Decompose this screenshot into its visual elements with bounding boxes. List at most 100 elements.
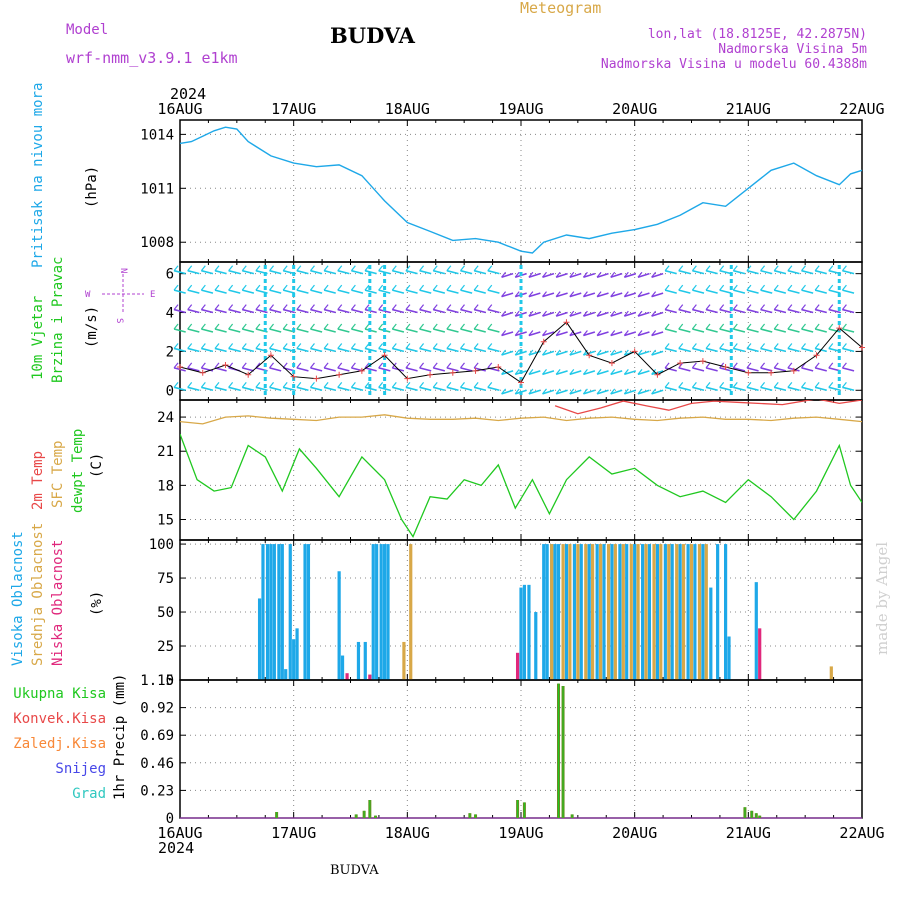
wind-arrow-barb xyxy=(596,388,602,395)
wind-arrow xyxy=(337,269,350,275)
wind-arrow-barb xyxy=(841,284,847,291)
wind-arrow-barb xyxy=(569,349,575,356)
wind-arrow-barb xyxy=(501,291,507,298)
wind-arrow-barb xyxy=(350,362,356,369)
wind-arrow xyxy=(405,367,418,372)
wind-arrow-barb xyxy=(460,323,465,330)
wind-arrow-barb xyxy=(405,343,411,349)
wind-arrow xyxy=(269,269,282,275)
wind-arrow-barb xyxy=(542,388,547,395)
wind-arrow-barb xyxy=(528,271,534,278)
wind-arrow-barb xyxy=(228,304,234,310)
top-day-label: 16AUG xyxy=(157,100,202,118)
wind-arrow xyxy=(473,386,486,392)
wind-arrow-barb xyxy=(269,381,275,388)
wind-arrow xyxy=(269,328,282,333)
wind-arrow-barb xyxy=(528,310,534,317)
wind-arrow-barb xyxy=(528,388,534,395)
wind-arrow xyxy=(187,308,200,314)
wind-arrow xyxy=(501,292,514,298)
precip-total-bar-highlight xyxy=(751,810,753,818)
wind-arrow-barb xyxy=(719,304,725,310)
wind-arrow xyxy=(678,269,691,275)
wind-arrow-barb xyxy=(801,381,806,388)
wind-arrow xyxy=(310,367,323,372)
wind-arrow xyxy=(228,269,241,275)
wind-arrow xyxy=(473,367,486,372)
wind-arrow-barb xyxy=(419,323,425,330)
wind-arrow-barb xyxy=(501,349,507,356)
wind-arrow xyxy=(719,347,732,353)
wind-arrow xyxy=(801,328,814,333)
wind-arrow-barb xyxy=(173,304,179,310)
wind-arrow xyxy=(405,386,418,392)
legend-strat: Zaledj.Kisa xyxy=(13,736,106,752)
wind-arrow-barb xyxy=(746,304,752,310)
wind-arrow xyxy=(637,370,650,376)
wind-arrow xyxy=(364,367,377,372)
wind-arrow-barb xyxy=(596,291,602,298)
wind-arrow-barb xyxy=(187,284,193,291)
wind-arrow xyxy=(637,292,650,298)
wind-arrow-barb xyxy=(705,284,711,291)
wind-arrow xyxy=(228,289,241,294)
wind-arrow xyxy=(405,328,418,333)
temperature-panel: 15 18 21 24 xyxy=(157,399,863,541)
wind-arrow-barb xyxy=(542,291,547,298)
wind-gust-marker xyxy=(790,367,797,374)
wind-arrow xyxy=(637,331,650,337)
wind-arrow-barb xyxy=(637,388,643,395)
cloud-high-bar xyxy=(610,544,614,680)
wind-arrow xyxy=(719,386,732,392)
wind-arrow-barb xyxy=(596,330,602,336)
wind-arrow xyxy=(446,328,459,333)
wind-arrow xyxy=(187,367,200,372)
temp2m-line xyxy=(554,400,862,415)
wind-arrow-barb xyxy=(323,265,329,272)
wind-gust-marker xyxy=(199,369,206,376)
wind-arrow-barb xyxy=(542,310,547,317)
bottom-day-label: 16AUG xyxy=(157,824,202,842)
wind-arrow-barb xyxy=(732,284,738,291)
wind-arrow xyxy=(187,269,200,275)
wind-arrow-barb xyxy=(214,323,220,330)
cloud-high-bar xyxy=(284,669,288,680)
wind-arrow xyxy=(392,347,405,353)
wind-arrow xyxy=(173,386,186,392)
wind-arrow xyxy=(774,328,787,333)
wind-arrow xyxy=(733,328,746,333)
wind-arrow xyxy=(433,328,446,333)
precip-total-bar-highlight xyxy=(562,686,564,818)
cloud-high-bar xyxy=(295,628,299,680)
wind-arrow xyxy=(583,292,596,298)
wind-arrow-barb xyxy=(255,323,261,330)
cloud-mid-bar xyxy=(636,544,640,680)
bottom-day-label: 17AUG xyxy=(271,824,316,842)
wind-arrow xyxy=(760,308,773,314)
wind-arrow-barb xyxy=(446,381,452,388)
cloud-high-bar xyxy=(724,544,728,680)
wind-arrow xyxy=(814,308,827,314)
wind-arrow xyxy=(583,389,596,395)
wind-arrow-barb xyxy=(432,304,438,310)
wind-arrow xyxy=(392,308,405,314)
wind-arrow-barb xyxy=(841,343,847,349)
wind-gust-marker xyxy=(518,379,524,386)
wind-arrow-barb xyxy=(269,343,275,349)
wind-arrow-barb xyxy=(732,381,738,388)
wind-arrow-barb xyxy=(446,323,452,330)
wind-arrow xyxy=(310,328,323,333)
wind-arrow xyxy=(187,289,200,294)
wind-arrow xyxy=(814,386,827,392)
wind-arrow-barb xyxy=(378,265,384,272)
wind-arrow-barb xyxy=(350,304,356,310)
wind-arrow-barb xyxy=(405,362,411,369)
wind-arrow-barb xyxy=(596,271,602,278)
wind-arrow xyxy=(801,289,814,294)
wind-arrow xyxy=(760,328,773,333)
wind-arrow-barb xyxy=(651,330,657,336)
cloud-high-bar xyxy=(663,544,667,680)
model-altitude-label: Nadmorska Visina u modelu 60.4388m xyxy=(601,57,867,72)
wind-arrow xyxy=(337,289,350,294)
wind-arrow-barb xyxy=(460,362,465,369)
